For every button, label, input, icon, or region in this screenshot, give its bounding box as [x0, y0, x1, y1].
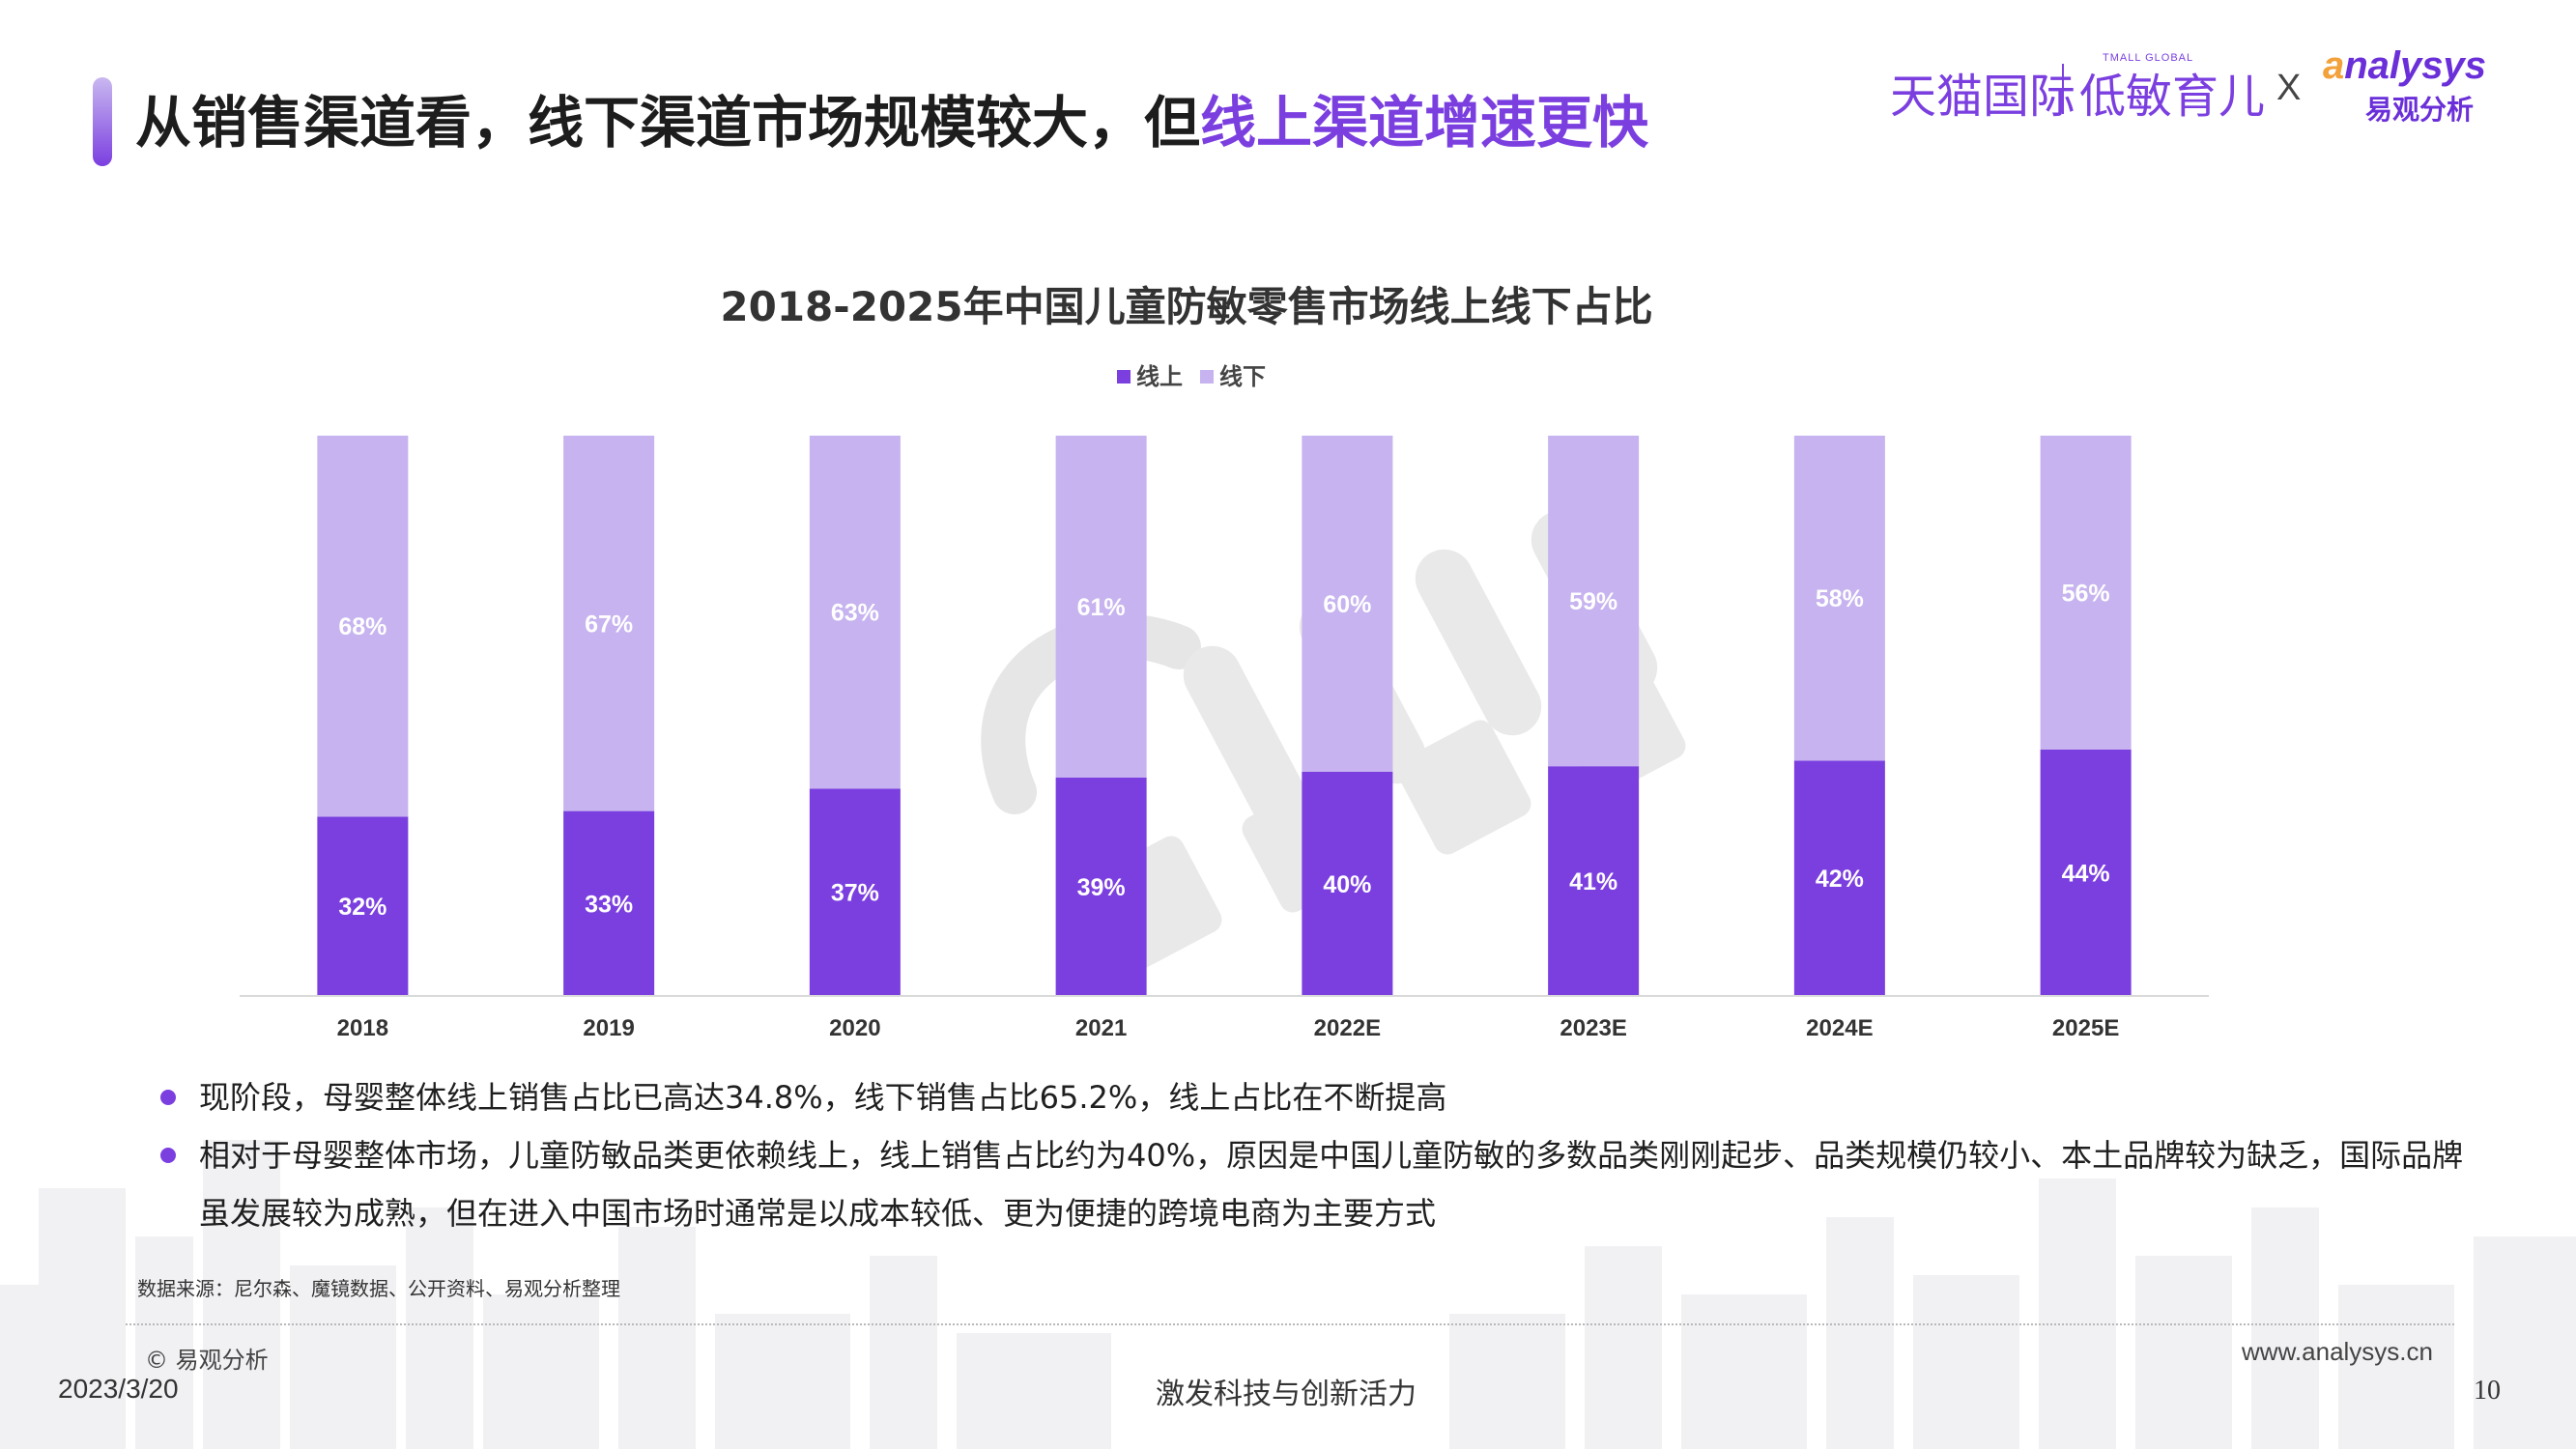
title-accent-bar [93, 77, 112, 166]
bar-online-2019 [563, 810, 655, 996]
x-tick-label-2018: 2018 [337, 1015, 388, 1041]
x-tick-label-2019: 2019 [583, 1015, 634, 1041]
data-label-online-2025E: 44% [2062, 860, 2110, 887]
bar-offline-2018 [317, 436, 409, 817]
yiguan-logo-text: 易观分析 [2365, 94, 2475, 126]
copyright: © 易观分析 [145, 1347, 269, 1374]
legend-label-offline: 线下 [1219, 363, 1266, 390]
x-axis-ticks: 2018 2019 2020 2021 2022E 2023E 2024E 2025E [337, 1015, 2120, 1041]
data-label-online-2018: 32% [338, 894, 386, 921]
tmall-global-small-label: TMALL GLOBAL [2103, 52, 2194, 64]
data-label-offline-2023E: 59% [1569, 588, 1617, 615]
legend-label-online: 线上 [1136, 363, 1183, 390]
data-label-online-2019: 33% [585, 891, 633, 918]
chart-title: 2018-2025年中国儿童防敏零售市场线上线下占比 [720, 283, 1652, 330]
page-title-prefix: 从销售渠道看，线下渠道市场规模较大，但 [135, 90, 1201, 156]
x-tick-label-2023E: 2023E [1560, 1015, 1626, 1041]
brand-x: X [2276, 68, 2302, 108]
data-label-offline-2020: 63% [831, 600, 879, 627]
brand-sub-text: 低敏育儿 [2079, 70, 2266, 124]
analysys-logo-rest: nalysys [2344, 44, 2487, 87]
data-label-offline-2021: 61% [1077, 594, 1126, 621]
stacked-bar-chart: 2018-2025年中国儿童防敏零售市场线上线下占比 线上 线下 32% 68% 33… [240, 283, 2209, 1041]
data-label-offline-2022E: 60% [1323, 591, 1371, 618]
x-tick-label-2021: 2021 [1075, 1015, 1127, 1041]
page-title-highlight: 线上渠道增速更快 [1200, 90, 1649, 156]
footer-divider [126, 1323, 2454, 1325]
data-label-offline-2024E: 58% [1816, 585, 1864, 612]
bar-offline-2019 [563, 436, 655, 811]
data-label-offline-2025E: 56% [2062, 580, 2110, 607]
bullet-dot [160, 1090, 176, 1105]
legend-swatch-online [1117, 370, 1131, 384]
bullet-list: 现阶段，母婴整体线上销售占比已高达34.8%，线下销售占比65.2%，线上占比在… [155, 1068, 2474, 1242]
chart-legend: 线上 线下 [1117, 363, 1266, 390]
x-tick-label-2024E: 2024E [1806, 1015, 1873, 1041]
data-label-offline-2019: 67% [585, 611, 633, 638]
data-label-online-2021: 39% [1077, 874, 1126, 901]
bar-online-2020 [809, 788, 901, 996]
x-tick-label-2022E: 2022E [1314, 1015, 1381, 1041]
website-link[interactable]: www.analysys.cn [2242, 1337, 2433, 1366]
bullet-text-2: 相对于母婴整体市场，儿童防敏品类更依赖线上，线上销售占比约为40%，原因是中国儿… [199, 1137, 2464, 1232]
brand-logos: TMALL GLOBAL 天猫国际 低敏育儿 X analysys 易观分析 [1890, 39, 2508, 135]
page-title: 从销售渠道看，线下渠道市场规模较大，但线上渠道增速更快 [135, 79, 1648, 166]
slogan: 激发科技与创新活力 [1156, 1378, 1417, 1411]
page-number: 10 [2474, 1376, 2501, 1406]
x-tick-label-2020: 2020 [829, 1015, 880, 1041]
bullet-item-2: 相对于母婴整体市场，儿童防敏品类更依赖线上，线上销售占比约为40%，原因是中国儿… [155, 1126, 2474, 1242]
bullet-dot [160, 1148, 176, 1163]
report-date: 2023/3/20 [58, 1374, 179, 1404]
skyline-background [0, 1140, 2576, 1449]
data-source: 数据来源：尼尔森、魔镜数据、公开资料、易观分析整理 [137, 1277, 620, 1300]
bullet-item-1: 现阶段，母婴整体线上销售占比已高达34.8%，线下销售占比65.2%，线上占比在… [155, 1068, 2474, 1126]
data-label-online-2023E: 41% [1569, 868, 1617, 895]
bar-online-2025E [2040, 749, 2132, 996]
bar-online-2018 [317, 816, 409, 996]
analysys-logo-text: analysys [2323, 44, 2486, 88]
brand-divider [2062, 64, 2064, 114]
bar-online-2024E [1793, 760, 1885, 996]
bullet-text-1: 现阶段，母婴整体线上销售占比已高达34.8%，线下销售占比65.2%，线上占比在… [199, 1079, 1447, 1116]
data-label-online-2024E: 42% [1816, 866, 1864, 893]
x-tick-label-2025E: 2025E [2052, 1015, 2119, 1041]
chart-bars: 32% 68% 33% 67% 37% 63% 39% 61% 40% 60% 41% 59% 42% 5… [317, 436, 2132, 996]
legend-swatch-offline [1200, 370, 1214, 384]
data-label-online-2022E: 40% [1323, 871, 1371, 898]
analysys-logo-a: a [2323, 44, 2345, 87]
tmall-logo-text: 天猫国际 [1890, 70, 2076, 124]
bar-online-2023E [1548, 766, 1640, 996]
bar-offline-2020 [809, 436, 901, 789]
bar-offline-2025E [2040, 436, 2132, 750]
data-label-online-2020: 37% [831, 880, 879, 907]
bar-offline-2024E [1793, 436, 1885, 761]
data-label-offline-2018: 68% [338, 613, 386, 640]
